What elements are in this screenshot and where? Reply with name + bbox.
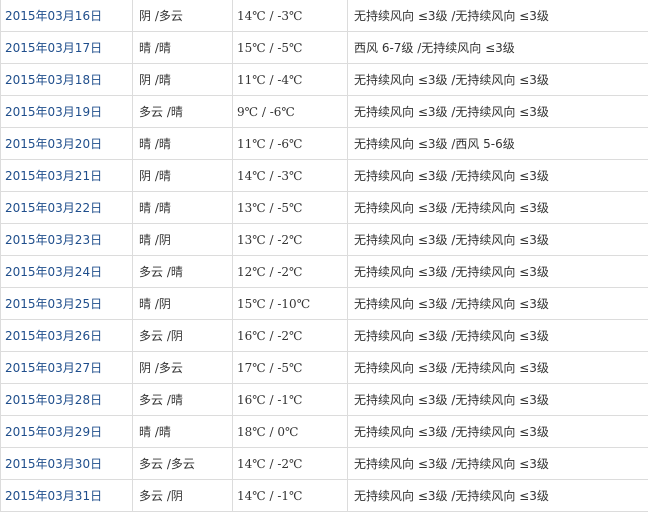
table-row: 2015年03月17日 晴 /晴 15℃ / -5℃ 西风 6-7级 /无持续风向 ≤… (0, 31, 648, 64)
temperature-cell: 14℃ / -1℃ (232, 479, 348, 512)
temperature-cell: 11℃ / -6℃ (232, 127, 348, 160)
table-row: 2015年03月18日 阴 /晴 11℃ / -4℃ 无持续风向 ≤3级 /无持续风向… (0, 63, 648, 96)
weather-cell: 多云 /多云 (132, 447, 233, 480)
weather-cell: 晴 /阴 (132, 223, 233, 256)
date-cell: 2015年03月30日 (0, 447, 133, 480)
date-cell: 2015年03月31日 (0, 479, 133, 512)
table-row: 2015年03月30日 多云 /多云 14℃ / -2℃ 无持续风向 ≤3级 /无持续… (0, 447, 648, 480)
date-link[interactable]: 2015年03月16日 (5, 9, 103, 23)
wind-cell: 无持续风向 ≤3级 /无持续风向 ≤3级 (347, 479, 648, 512)
date-link[interactable]: 2015年03月21日 (5, 169, 103, 183)
date-link[interactable]: 2015年03月23日 (5, 233, 103, 247)
table-row: 2015年03月23日 晴 /阴 13℃ / -2℃ 无持续风向 ≤3级 /无持续风向… (0, 223, 648, 256)
temperature-cell: 12℃ / -2℃ (232, 255, 348, 288)
temperature-cell: 17℃ / -5℃ (232, 351, 348, 384)
wind-cell: 无持续风向 ≤3级 /无持续风向 ≤3级 (347, 319, 648, 352)
table-row: 2015年03月22日 晴 /晴 13℃ / -5℃ 无持续风向 ≤3级 /无持续风向… (0, 191, 648, 224)
table-row: 2015年03月26日 多云 /阴 16℃ / -2℃ 无持续风向 ≤3级 /无持续风… (0, 319, 648, 352)
table-row: 2015年03月25日 晴 /阴 15℃ / -10℃ 无持续风向 ≤3级 /无持续风… (0, 287, 648, 320)
table-row: 2015年03月31日 多云 /阴 14℃ / -1℃ 无持续风向 ≤3级 /无持续风… (0, 479, 648, 512)
temperature-cell: 18℃ / 0℃ (232, 415, 348, 448)
date-cell: 2015年03月29日 (0, 415, 133, 448)
temperature-cell: 13℃ / -5℃ (232, 191, 348, 224)
wind-cell: 无持续风向 ≤3级 /无持续风向 ≤3级 (347, 287, 648, 320)
temperature-cell: 16℃ / -2℃ (232, 319, 348, 352)
wind-cell: 无持续风向 ≤3级 /无持续风向 ≤3级 (347, 255, 648, 288)
weather-cell: 多云 /晴 (132, 383, 233, 416)
date-link[interactable]: 2015年03月30日 (5, 457, 103, 471)
date-cell: 2015年03月20日 (0, 127, 133, 160)
wind-cell: 无持续风向 ≤3级 /无持续风向 ≤3级 (347, 63, 648, 96)
weather-cell: 晴 /晴 (132, 415, 233, 448)
wind-cell: 无持续风向 ≤3级 /无持续风向 ≤3级 (347, 447, 648, 480)
table-row: 2015年03月21日 阴 /晴 14℃ / -3℃ 无持续风向 ≤3级 /无持续风向… (0, 159, 648, 192)
date-link[interactable]: 2015年03月22日 (5, 201, 103, 215)
wind-cell: 无持续风向 ≤3级 /无持续风向 ≤3级 (347, 383, 648, 416)
date-link[interactable]: 2015年03月24日 (5, 265, 103, 279)
date-cell: 2015年03月27日 (0, 351, 133, 384)
temperature-cell: 14℃ / -3℃ (232, 0, 348, 32)
weather-cell: 阴 /晴 (132, 63, 233, 96)
table-row: 2015年03月28日 多云 /晴 16℃ / -1℃ 无持续风向 ≤3级 /无持续风… (0, 383, 648, 416)
wind-cell: 西风 6-7级 /无持续风向 ≤3级 (347, 31, 648, 64)
temperature-cell: 14℃ / -2℃ (232, 447, 348, 480)
date-cell: 2015年03月25日 (0, 287, 133, 320)
weather-cell: 多云 /阴 (132, 319, 233, 352)
wind-cell: 无持续风向 ≤3级 /无持续风向 ≤3级 (347, 0, 648, 32)
date-cell: 2015年03月22日 (0, 191, 133, 224)
date-cell: 2015年03月16日 (0, 0, 133, 32)
date-link[interactable]: 2015年03月20日 (5, 137, 103, 151)
date-cell: 2015年03月18日 (0, 63, 133, 96)
date-cell: 2015年03月28日 (0, 383, 133, 416)
date-cell: 2015年03月19日 (0, 95, 133, 128)
wind-cell: 无持续风向 ≤3级 /无持续风向 ≤3级 (347, 223, 648, 256)
table-row: 2015年03月20日 晴 /晴 11℃ / -6℃ 无持续风向 ≤3级 /西风 5-… (0, 127, 648, 160)
temperature-cell: 11℃ / -4℃ (232, 63, 348, 96)
date-cell: 2015年03月21日 (0, 159, 133, 192)
wind-cell: 无持续风向 ≤3级 /无持续风向 ≤3级 (347, 415, 648, 448)
date-link[interactable]: 2015年03月29日 (5, 425, 103, 439)
table-row: 2015年03月24日 多云 /晴 12℃ / -2℃ 无持续风向 ≤3级 /无持续风… (0, 255, 648, 288)
weather-cell: 晴 /晴 (132, 127, 233, 160)
temperature-cell: 13℃ / -2℃ (232, 223, 348, 256)
weather-cell: 多云 /阴 (132, 479, 233, 512)
wind-cell: 无持续风向 ≤3级 /无持续风向 ≤3级 (347, 95, 648, 128)
date-link[interactable]: 2015年03月18日 (5, 73, 103, 87)
weather-cell: 阴 /晴 (132, 159, 233, 192)
table-row: 2015年03月27日 阴 /多云 17℃ / -5℃ 无持续风向 ≤3级 /无持续风… (0, 351, 648, 384)
weather-cell: 晴 /阴 (132, 287, 233, 320)
temperature-cell: 15℃ / -10℃ (232, 287, 348, 320)
date-link[interactable]: 2015年03月17日 (5, 41, 103, 55)
temperature-cell: 16℃ / -1℃ (232, 383, 348, 416)
wind-cell: 无持续风向 ≤3级 /无持续风向 ≤3级 (347, 159, 648, 192)
weather-cell: 晴 /晴 (132, 31, 233, 64)
date-cell: 2015年03月26日 (0, 319, 133, 352)
weather-cell: 阴 /多云 (132, 351, 233, 384)
temperature-cell: 9℃ / -6℃ (232, 95, 348, 128)
date-link[interactable]: 2015年03月25日 (5, 297, 103, 311)
date-cell: 2015年03月17日 (0, 31, 133, 64)
date-link[interactable]: 2015年03月28日 (5, 393, 103, 407)
wind-cell: 无持续风向 ≤3级 /无持续风向 ≤3级 (347, 351, 648, 384)
table-row: 2015年03月19日 多云 /晴 9℃ / -6℃ 无持续风向 ≤3级 /无持续风向… (0, 95, 648, 128)
date-cell: 2015年03月23日 (0, 223, 133, 256)
table-row: 2015年03月29日 晴 /晴 18℃ / 0℃ 无持续风向 ≤3级 /无持续风向 … (0, 415, 648, 448)
weather-cell: 晴 /晴 (132, 191, 233, 224)
temperature-cell: 15℃ / -5℃ (232, 31, 348, 64)
date-cell: 2015年03月24日 (0, 255, 133, 288)
wind-cell: 无持续风向 ≤3级 /无持续风向 ≤3级 (347, 191, 648, 224)
date-link[interactable]: 2015年03月31日 (5, 489, 103, 503)
date-link[interactable]: 2015年03月26日 (5, 329, 103, 343)
wind-cell: 无持续风向 ≤3级 /西风 5-6级 (347, 127, 648, 160)
date-link[interactable]: 2015年03月19日 (5, 105, 103, 119)
weather-cell: 多云 /晴 (132, 95, 233, 128)
weather-cell: 阴 /多云 (132, 0, 233, 32)
weather-cell: 多云 /晴 (132, 255, 233, 288)
date-link[interactable]: 2015年03月27日 (5, 361, 103, 375)
table-row: 2015年03月16日 阴 /多云 14℃ / -3℃ 无持续风向 ≤3级 /无持续风… (0, 0, 648, 32)
temperature-cell: 14℃ / -3℃ (232, 159, 348, 192)
